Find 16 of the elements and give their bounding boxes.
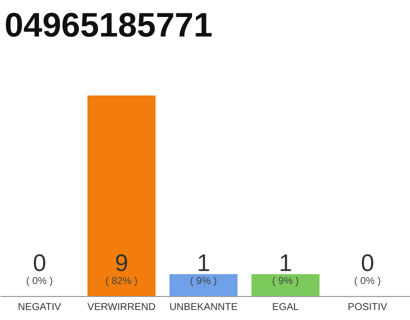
annotation: ( 0% ) <box>26 276 53 287</box>
data-label: 9 <box>114 250 128 277</box>
x-tick-label: NEGATIV <box>18 302 62 313</box>
annotation: ( 82% ) <box>105 276 138 287</box>
x-tick-label: EGAL <box>272 302 300 313</box>
data-label: 0 <box>32 250 46 277</box>
x-tick-label: UNBEKANNTE <box>169 302 238 313</box>
annotation: ( 9% ) <box>272 276 299 287</box>
data-label: 1 <box>278 250 292 277</box>
chart-title: 04965185771 <box>4 6 213 44</box>
annotation: ( 9% ) <box>190 276 217 287</box>
annotation: ( 0% ) <box>354 276 381 287</box>
data-label: 1 <box>196 250 210 277</box>
data-label: 0 <box>360 250 374 277</box>
x-tick-label: VERWIRREND <box>87 302 156 313</box>
x-tick-label: POSITIV <box>348 302 388 313</box>
